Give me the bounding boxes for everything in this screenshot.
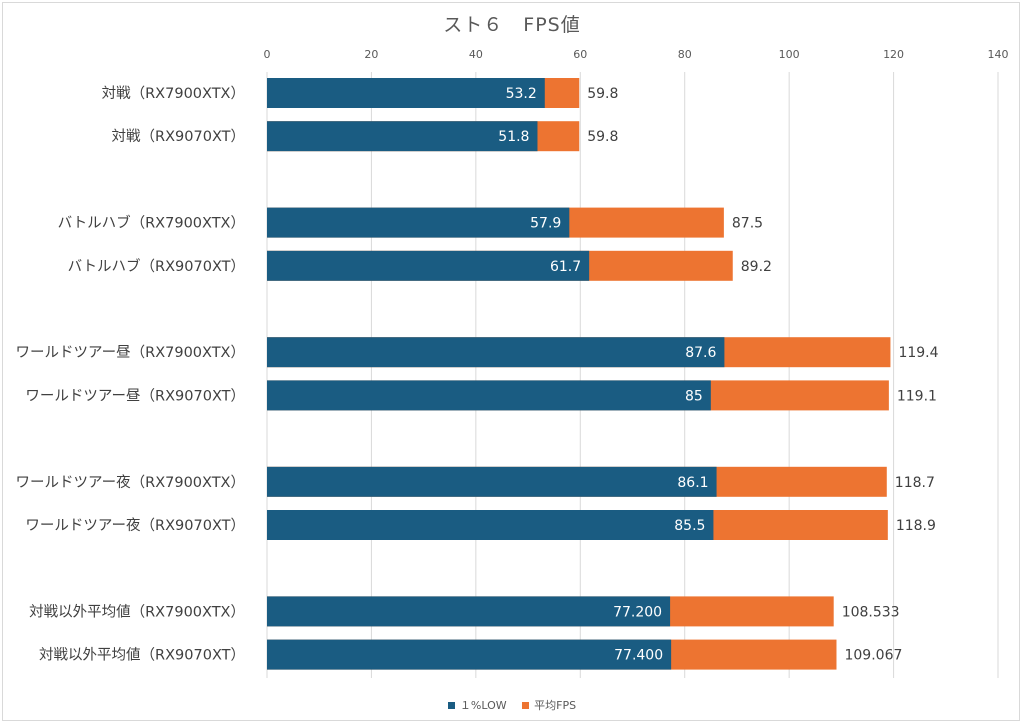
legend-item-avg-fps[interactable]: 平均FPS: [522, 697, 576, 713]
category-label: 対戦以外平均値（RX7900XTX）: [29, 603, 245, 620]
data-label-1pct-low: 57.9: [530, 216, 561, 232]
data-label-avg-fps: 109.067: [844, 648, 902, 664]
legend-swatch-1pct-low: [447, 701, 455, 709]
bar-1pct-low: [267, 596, 671, 627]
data-label-1pct-low: 53.2: [506, 86, 537, 102]
data-label-avg-fps: 118.9: [896, 518, 936, 534]
y-axis-category-labels: 対戦（RX7900XTX） 対戦（RX9070XT） バトルハブ（RX7900XTX…: [15, 85, 245, 664]
data-label-1pct-low: 85: [685, 388, 703, 404]
category-label: ワールドツアー夜（RX9070XT）: [25, 517, 245, 534]
bar-1pct-low: [267, 121, 538, 152]
data-label-avg-fps: 108.533: [842, 604, 900, 620]
bar-1pct-low: [267, 639, 672, 670]
data-label-avg-fps: 87.5: [732, 216, 763, 232]
data-label-1pct-low: 86.1: [677, 475, 708, 491]
data-label-1pct-low: 87.6: [685, 345, 716, 361]
data-label-1pct-low: 77.400: [614, 648, 663, 664]
data-label-avg-fps: 59.8: [587, 129, 618, 145]
x-axis-ticks: 0 20 40 60 80 100 120 140: [264, 48, 1009, 61]
bar-1pct-low: [267, 510, 714, 540]
bar-1pct-low: [267, 337, 725, 368]
bar-1pct-low: [267, 380, 711, 411]
data-label-avg-fps: 89.2: [741, 259, 772, 275]
x-tick-label: 60: [573, 48, 587, 61]
data-label-avg-fps: 59.8: [587, 86, 618, 102]
x-tick-label: 0: [264, 48, 271, 61]
data-label-avg-fps: 118.7: [895, 475, 935, 491]
data-label-1pct-low: 77.200: [613, 604, 662, 620]
legend-item-1pct-low[interactable]: １%LOW: [447, 697, 507, 713]
data-label-avg-fps: 119.1: [897, 388, 937, 404]
data-label-1pct-low: 85.5: [674, 518, 705, 534]
category-label: ワールドツアー昼（RX9070XT）: [25, 387, 245, 404]
category-label: バトルハブ（RX9070XT）: [68, 257, 245, 275]
x-tick-label: 140: [988, 48, 1009, 61]
x-tick-label: 120: [883, 48, 904, 61]
data-label-avg-fps: 119.4: [898, 345, 938, 361]
legend-label-1pct-low: １%LOW: [459, 699, 507, 712]
x-tick-label: 100: [779, 48, 800, 61]
category-label: ワールドツアー昼（RX7900XTX）: [15, 344, 245, 361]
gridlines: [266, 72, 999, 678]
bar-1pct-low: [267, 78, 545, 108]
bar-1pct-low: [267, 207, 570, 238]
bar-1pct-low: [267, 466, 717, 497]
x-tick-label: 40: [469, 48, 483, 61]
x-tick-label: 80: [678, 48, 692, 61]
chart-title: スト６ FPS値: [443, 14, 581, 36]
bar-1pct-low: [267, 250, 590, 281]
data-label-1pct-low: 51.8: [498, 129, 529, 145]
bars: [267, 78, 891, 670]
category-label: 対戦（RX9070XT）: [112, 128, 245, 145]
legend-label-avg-fps: 平均FPS: [534, 699, 577, 712]
x-tick-label: 20: [364, 48, 378, 61]
category-label: バトルハブ（RX7900XTX）: [58, 214, 245, 232]
data-labels: 59.8 53.2 59.8 51.8 87.5 57.9 89.2 61.7 119.4 87.…: [498, 86, 938, 664]
legend-swatch-avg-fps: [522, 701, 530, 709]
data-label-1pct-low: 61.7: [550, 259, 581, 275]
category-label: ワールドツアー夜（RX7900XTX）: [15, 474, 245, 491]
legend: １%LOW 平均FPS: [0, 697, 1024, 713]
category-label: 対戦以外平均値（RX9070XT）: [39, 647, 245, 664]
category-label: 対戦（RX7900XTX）: [102, 85, 245, 102]
